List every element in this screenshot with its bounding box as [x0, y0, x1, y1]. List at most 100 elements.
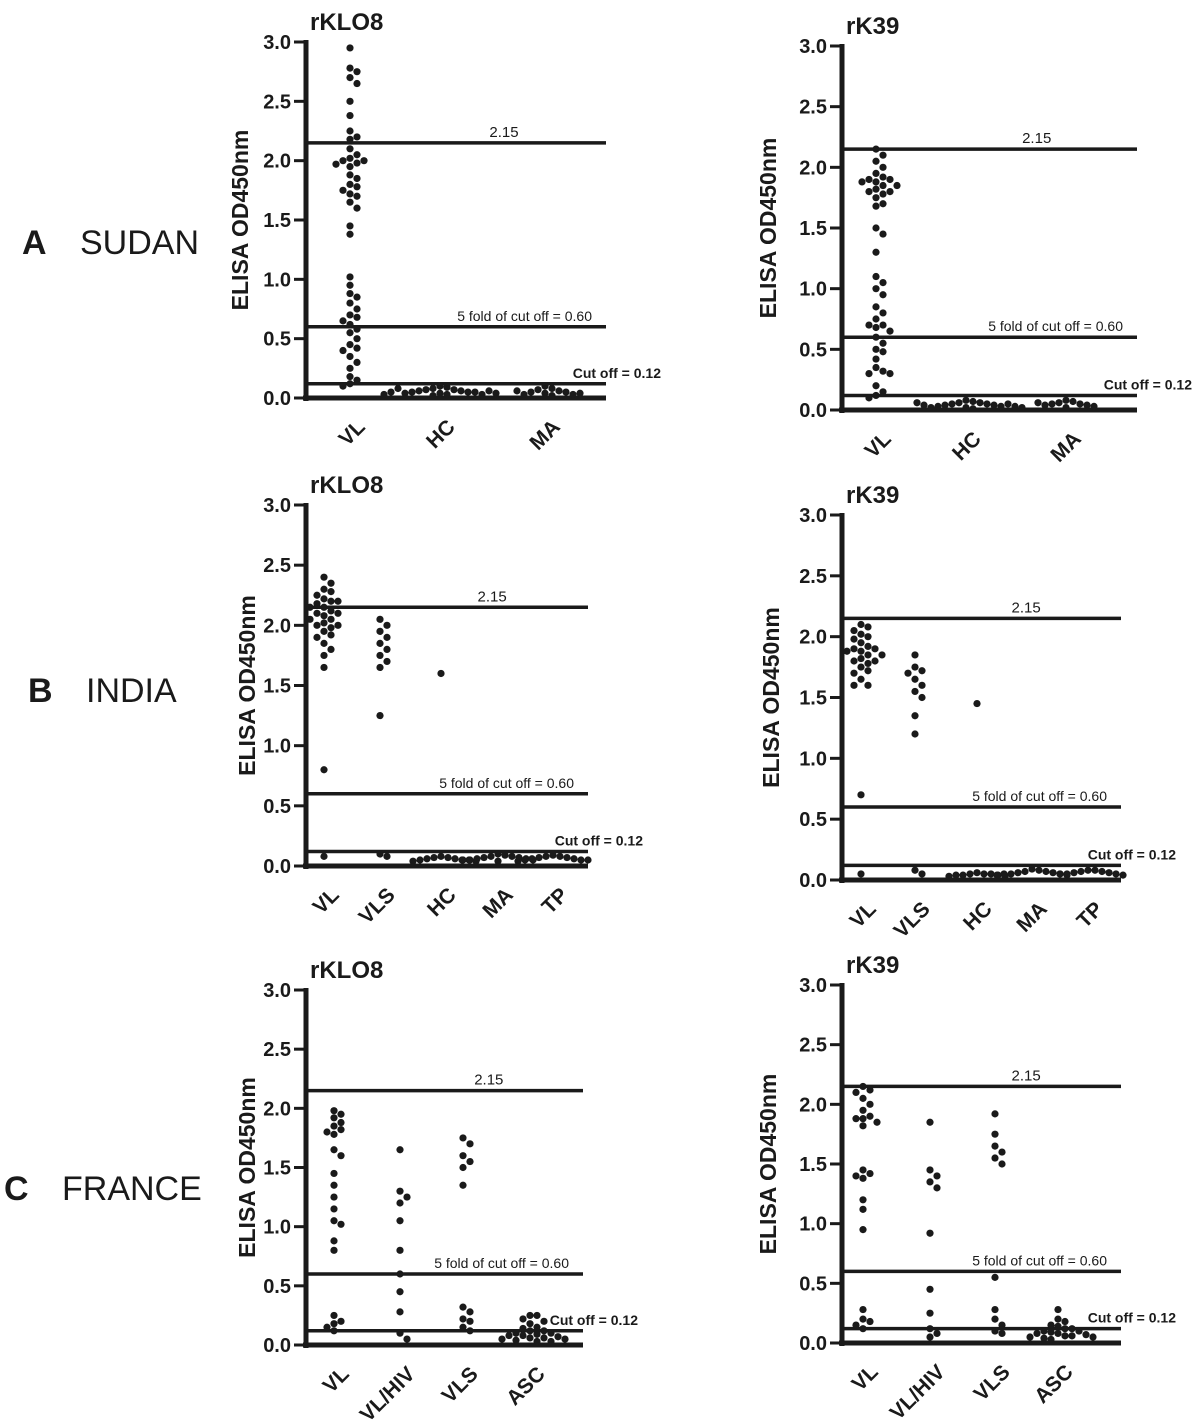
y-tick-label: 2.5 [263, 1039, 291, 1061]
data-point [879, 200, 887, 208]
data-point [526, 1320, 534, 1328]
data-point [437, 669, 445, 678]
data-point [459, 1181, 467, 1189]
y-tick-label: 3.0 [263, 980, 291, 1002]
data-point [1070, 869, 1078, 877]
data-point [1084, 866, 1092, 874]
data-point [480, 853, 488, 862]
data-point [422, 386, 430, 394]
y-tick-label: 1.0 [263, 269, 291, 291]
y-tick-label: 2.0 [799, 627, 827, 649]
data-point [464, 388, 472, 396]
reference-line-label: 2.15 [478, 588, 507, 605]
data-point [346, 341, 354, 349]
data-point [966, 870, 974, 878]
data-point [926, 1166, 934, 1174]
reference-line-label: 2.15 [474, 1072, 503, 1089]
data-point [561, 1335, 569, 1343]
data-point [415, 387, 423, 395]
data-point [394, 384, 402, 393]
y-tick-label: 1.0 [263, 736, 291, 758]
data-point [976, 399, 984, 407]
data-point [879, 190, 887, 198]
data-point [1063, 870, 1071, 878]
data-point [926, 1325, 934, 1333]
data-point [353, 68, 361, 76]
data-point [346, 135, 354, 143]
data-point [859, 1106, 867, 1114]
reference-line-label: 5 fold of cut off = 0.60 [434, 1255, 569, 1271]
data-point [1021, 867, 1029, 876]
reference-line-label: Cut off = 0.12 [573, 365, 662, 381]
y-tick-label: 1.5 [799, 688, 827, 710]
y-tick-label: 0.0 [799, 400, 827, 422]
data-point [534, 386, 542, 394]
data-point [416, 856, 424, 864]
data-point [554, 1333, 562, 1341]
data-point [866, 1317, 874, 1326]
y-tick-label: 1.5 [799, 1154, 827, 1176]
data-point [850, 645, 858, 653]
y-tick-label: 1.0 [263, 1217, 291, 1239]
data-point [320, 619, 328, 627]
data-point [403, 1335, 411, 1343]
x-tick-label: MA [1012, 897, 1051, 936]
data-point [527, 388, 535, 396]
data-point [541, 382, 549, 390]
data-point [396, 1199, 404, 1207]
y-tick-label: 2.5 [799, 1035, 827, 1057]
data-point [1041, 401, 1049, 409]
data-point [859, 1226, 867, 1234]
data-point [865, 370, 873, 378]
country-name: SUDAN [80, 224, 200, 262]
y-tick-label: 2.5 [799, 566, 827, 588]
data-point [997, 402, 1005, 410]
data-point [991, 1130, 999, 1138]
data-point [323, 1323, 331, 1331]
x-tick-label: VLS [355, 883, 400, 928]
data-point [353, 325, 361, 333]
data-point [380, 390, 388, 399]
data-point [396, 1329, 404, 1337]
data-point [991, 1315, 999, 1323]
data-point [576, 389, 584, 397]
data-point [1069, 397, 1077, 406]
data-point [459, 1152, 467, 1160]
data-point [1028, 865, 1036, 873]
data-point [437, 852, 445, 860]
data-point [879, 230, 887, 238]
data-point [879, 321, 887, 329]
data-point [872, 315, 880, 323]
data-point [911, 687, 919, 696]
y-tick-label: 1.5 [799, 218, 827, 240]
data-point [473, 855, 481, 863]
x-tick-label: HC [948, 427, 986, 465]
data-point [1047, 1321, 1055, 1329]
data-point [353, 358, 361, 366]
data-point [408, 388, 416, 396]
data-point [1112, 870, 1120, 878]
data-point [991, 1154, 999, 1162]
data-point [859, 1166, 867, 1174]
data-point [330, 1205, 338, 1213]
y-tick-label: 1.5 [263, 1158, 291, 1180]
y-tick-label: 2.5 [263, 91, 291, 113]
data-point [1076, 400, 1084, 408]
data-point [857, 639, 865, 647]
data-point [396, 1146, 404, 1154]
data-point [376, 627, 384, 635]
data-point [973, 699, 981, 708]
data-point [346, 281, 354, 289]
data-point [857, 870, 865, 878]
data-point [346, 74, 354, 82]
data-point [548, 384, 556, 393]
data-point [1011, 402, 1019, 410]
data-point [859, 1122, 867, 1130]
data-point [1000, 870, 1008, 878]
data-point [1083, 401, 1091, 409]
data-point [879, 291, 887, 299]
data-point [353, 133, 361, 141]
reference-line-label: 5 fold of cut off = 0.60 [439, 775, 574, 791]
data-point [383, 633, 391, 641]
